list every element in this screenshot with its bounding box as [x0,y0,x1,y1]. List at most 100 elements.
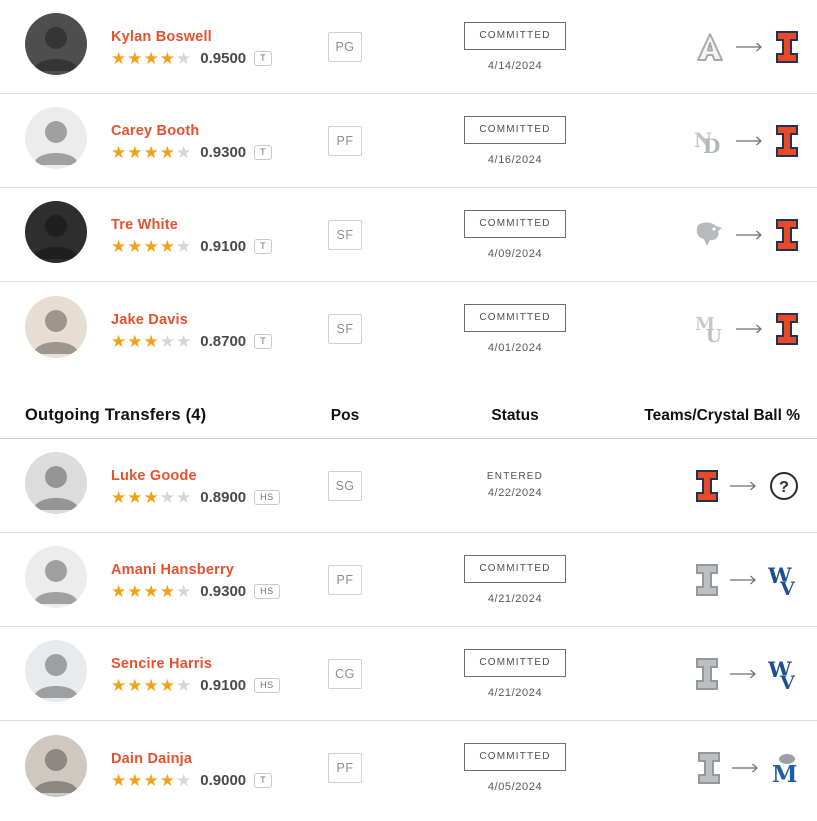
rating-value: 0.9300 [200,144,247,161]
player-row: Sencire Harris ★★★★★ 0.9100 HS CG COMMIT… [0,627,817,721]
star-rating: ★★★★★ [111,582,193,601]
avatar-cell [25,107,111,174]
status-date: 4/05/2024 [487,781,543,793]
status-cell: COMMITTED 4/21/2024 [400,648,630,699]
rating-value: 0.9500 [200,50,247,67]
player-name-link[interactable]: Dain Dainja [111,750,193,767]
position-box: SG [328,470,362,501]
from-team-logo[interactable] [694,31,726,63]
avatar-cell [25,13,111,80]
star-rating: ★★★★★ [111,488,193,507]
position-cell: PF [290,753,400,783]
star-rating: ★★★★★ [111,770,193,790]
rating-type-badge: T [254,333,273,349]
teams-cell: M [630,751,800,785]
player-row: Amani Hansberry ★★★★★ 0.9300 HS PF COMMI… [0,533,817,627]
player-row: Luke Goode ★★★★★ 0.8900 HS SG ENTERED 4/… [0,439,817,533]
position-cell: CG [290,658,400,689]
from-team-logo[interactable] [694,657,720,691]
status-date: 4/14/2024 [487,59,543,72]
position-cell: SF [290,219,400,250]
position-box: PG [328,31,362,62]
to-team-logo[interactable]: M [770,752,800,784]
status-cell: COMMITTED 4/01/2024 [400,304,630,354]
player-row: Carey Booth ★★★★★ 0.9300 T PF COMMITTED … [0,94,817,188]
player-avatar[interactable] [25,640,87,702]
status-cell: COMMITTED 4/05/2024 [400,743,630,793]
status-label: COMMITTED [464,304,566,332]
from-team-logo[interactable] [692,220,726,250]
teams-cell: ? [630,469,800,503]
avatar-cell [25,452,111,519]
svg-text:W: W [768,564,792,588]
status-label: COMMITTED [464,743,566,771]
from-team-logo[interactable] [694,469,720,503]
person-silhouette-icon [34,654,78,698]
player-avatar[interactable] [25,201,87,263]
status-date: 4/16/2024 [487,153,543,166]
arrow-right-icon [735,135,765,147]
avatar-cell [25,640,111,707]
to-team-logo[interactable] [774,124,800,158]
status-label: COMMITTED [464,648,566,677]
player-info: Jake Davis ★★★★★ 0.8700 T [111,309,290,350]
player-name-link[interactable]: Luke Goode [111,468,197,484]
from-team-logo[interactable] [694,563,720,597]
rating-value: 0.9100 [200,238,247,255]
to-team-logo[interactable] [774,218,800,252]
player-avatar[interactable] [25,452,87,514]
svg-text:D: D [703,134,720,157]
outgoing-transfers-header: Outgoing Transfers (4) Pos Status Teams/… [0,376,817,439]
player-name-link[interactable]: Amani Hansberry [111,562,235,578]
position-cell: PF [290,125,400,156]
section-title: Outgoing Transfers (4) [25,406,207,424]
to-team-logo[interactable] [774,30,800,64]
player-name-link[interactable]: Jake Davis [111,311,188,328]
column-header-status: Status [491,407,539,424]
rating-type-badge: T [254,772,273,788]
player-name-link[interactable]: Kylan Boswell [111,29,212,45]
status-label: COMMITTED [464,554,566,583]
player-name-link[interactable]: Sencire Harris [111,656,213,672]
svg-text:W: W [768,658,792,682]
svg-text:N: N [694,128,712,152]
player-avatar[interactable] [25,546,87,608]
rating-value: 0.9100 [200,677,247,694]
status-date: 4/21/2024 [487,592,543,605]
position-box: PF [328,753,362,783]
player-name-link[interactable]: Carey Booth [111,123,200,139]
player-info: Sencire Harris ★★★★★ 0.9100 HS [111,653,290,694]
crystal-ball-logo[interactable]: ? [768,470,800,502]
position-box: CG [328,658,362,689]
player-avatar[interactable] [25,734,87,797]
person-silhouette-icon [34,748,78,793]
player-info: Dain Dainja ★★★★★ 0.9000 T [111,748,290,789]
player-row: Dain Dainja ★★★★★ 0.9000 T PF COMMITTED … [0,721,817,815]
status-label: COMMITTED [464,209,566,238]
position-box: PF [328,125,362,156]
player-info: Amani Hansberry ★★★★★ 0.9300 HS [111,559,290,600]
svg-text:V: V [779,672,796,690]
to-team-logo[interactable] [774,312,800,346]
player-row: Kylan Boswell ★★★★★ 0.9500 T PG COMMITTE… [0,0,817,94]
from-team-logo[interactable] [696,751,722,785]
status-label: COMMITTED [464,21,566,50]
player-avatar[interactable] [25,13,87,75]
person-silhouette-icon [34,560,78,604]
position-cell: PF [290,564,400,595]
player-avatar[interactable] [25,295,87,358]
player-name-link[interactable]: Tre White [111,217,179,233]
status-cell: ENTERED 4/22/2024 [400,472,630,500]
player-avatar[interactable] [25,107,87,169]
player-info: Kylan Boswell ★★★★★ 0.9500 T [111,26,290,67]
status-cell: COMMITTED 4/16/2024 [400,115,630,166]
player-info: Carey Booth ★★★★★ 0.9300 T [111,120,290,161]
person-silhouette-icon [34,466,78,510]
